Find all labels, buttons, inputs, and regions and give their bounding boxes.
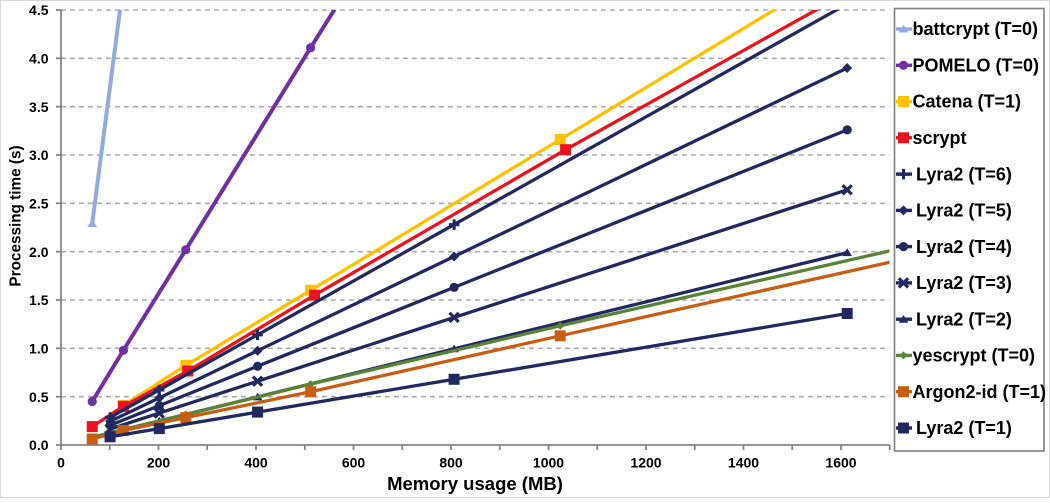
svg-text:yescrypt (T=0): yescrypt (T=0) <box>913 346 1036 366</box>
svg-text:600: 600 <box>342 455 366 471</box>
svg-text:Processing time (s): Processing time (s) <box>8 145 25 286</box>
svg-text:0: 0 <box>57 455 65 471</box>
svg-text:Memory usage (MB): Memory usage (MB) <box>387 473 563 494</box>
svg-text:Lyra2 (T=5): Lyra2 (T=5) <box>916 201 1012 221</box>
svg-text:0.5: 0.5 <box>29 389 49 405</box>
svg-text:Lyra2 (T=4): Lyra2 (T=4) <box>916 237 1012 257</box>
svg-text:1.0: 1.0 <box>29 340 49 356</box>
svg-text:1000: 1000 <box>533 455 564 471</box>
svg-text:Catena (T=1): Catena (T=1) <box>913 92 1022 112</box>
svg-text:scrypt: scrypt <box>913 128 967 148</box>
svg-text:battcrypt (T=0): battcrypt (T=0) <box>913 19 1039 39</box>
svg-text:1.5: 1.5 <box>29 292 49 308</box>
svg-text:200: 200 <box>147 455 171 471</box>
svg-text:4.0: 4.0 <box>29 50 49 66</box>
svg-text:800: 800 <box>439 455 463 471</box>
svg-text:Lyra2 (T=3): Lyra2 (T=3) <box>916 273 1012 293</box>
svg-text:400: 400 <box>244 455 268 471</box>
svg-text:Lyra2 (T=2): Lyra2 (T=2) <box>916 309 1012 329</box>
svg-text:POMELO (T=0): POMELO (T=0) <box>913 56 1040 76</box>
svg-text:Lyra2 (T=6): Lyra2 (T=6) <box>916 164 1012 184</box>
svg-text:Argon2-id (T=1): Argon2-id (T=1) <box>913 382 1047 402</box>
svg-text:2.0: 2.0 <box>29 244 49 260</box>
svg-text:3.5: 3.5 <box>29 99 49 115</box>
svg-text:2.5: 2.5 <box>29 195 49 211</box>
svg-text:3.0: 3.0 <box>29 147 49 163</box>
svg-text:Lyra2 (T=1): Lyra2 (T=1) <box>916 418 1012 438</box>
svg-text:1400: 1400 <box>728 455 759 471</box>
svg-text:4.5: 4.5 <box>29 2 49 18</box>
svg-text:1200: 1200 <box>630 455 661 471</box>
svg-text:0.0: 0.0 <box>29 437 49 453</box>
svg-text:1600: 1600 <box>825 455 856 471</box>
